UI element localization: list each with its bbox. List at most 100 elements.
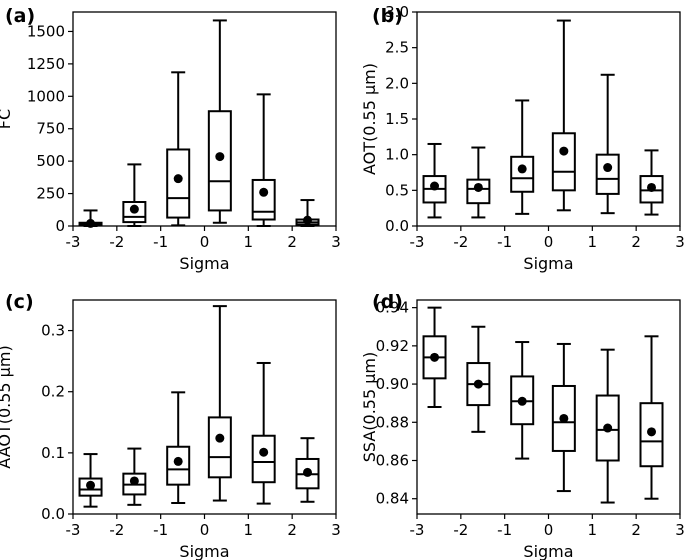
y-tick-label: 0.0 <box>385 217 409 235</box>
panel-4: (d) -3 -2 -1 0 1 2 3 0.84 0.86 0.88 0.90 0.92 0.94 Sig… <box>360 291 685 560</box>
y-axis-title: SSA(0.55 μm) <box>360 352 379 463</box>
mean-marker <box>647 182 657 192</box>
x-tick-label: 2 <box>631 233 641 251</box>
box-1 <box>422 142 447 219</box>
x-tick-label: -1 <box>497 521 512 539</box>
box-6 <box>295 199 320 227</box>
x-tick-label: 1 <box>244 521 254 539</box>
box-4 <box>207 19 232 224</box>
x-tick-label: -3 <box>410 233 425 251</box>
y-tick-label: 0.94 <box>376 299 409 317</box>
y-tick-label: 0 <box>55 217 65 235</box>
box-3 <box>166 391 191 504</box>
box-5 <box>251 93 276 227</box>
y-tick-label: 1250 <box>27 55 65 73</box>
y-tick-label: 250 <box>36 185 65 203</box>
y-tick-label: 0.88 <box>376 413 409 431</box>
mean-marker <box>603 163 613 173</box>
box-2 <box>466 325 491 433</box>
y-tick-label: 0.3 <box>41 322 65 340</box>
mean-marker <box>129 476 139 486</box>
mean-marker <box>86 218 96 228</box>
mean-marker <box>303 467 313 477</box>
y-tick-label: 1.5 <box>385 110 409 128</box>
x-tick-label: -2 <box>453 233 468 251</box>
x-tick-label: -3 <box>66 521 81 539</box>
box-3 <box>166 71 191 227</box>
y-tick-label: 0.2 <box>41 383 65 401</box>
axes-frame <box>72 11 337 227</box>
box-5 <box>595 73 620 215</box>
iqr-box <box>251 434 276 484</box>
box-6 <box>295 437 320 503</box>
x-tick-label: 3 <box>331 521 341 539</box>
box-1 <box>78 453 103 508</box>
panel-label: (a) <box>5 5 35 27</box>
iqr-box <box>510 155 535 193</box>
box-2 <box>122 163 147 227</box>
y-tick-label: 2.5 <box>385 39 409 57</box>
mean-marker <box>129 204 139 214</box>
mean-marker <box>215 152 225 162</box>
x-tick-label: -3 <box>410 521 425 539</box>
y-axis-title: AAOT(0.55 μm) <box>0 345 14 468</box>
y-tick-label: 3.0 <box>385 3 409 21</box>
x-tick-label: -2 <box>453 521 468 539</box>
x-tick-label: 2 <box>287 233 297 251</box>
iqr-box <box>166 148 191 219</box>
panel-label: (c) <box>5 291 34 313</box>
x-tick-label: -1 <box>153 233 168 251</box>
box-2 <box>466 146 491 219</box>
panel-label: (b) <box>372 5 403 27</box>
mean-marker <box>303 215 313 225</box>
mean-marker <box>173 456 183 466</box>
x-tick-label: 0 <box>200 521 210 539</box>
iqr-box <box>207 416 232 479</box>
x-axis-title: Sigma <box>523 542 573 560</box>
mean-marker <box>86 480 96 490</box>
x-tick-label: -1 <box>497 233 512 251</box>
mean-marker <box>647 427 657 437</box>
x-tick-label: 0 <box>200 233 210 251</box>
y-tick-label: 0.86 <box>376 452 409 470</box>
x-tick-label: -3 <box>66 233 81 251</box>
box-6 <box>639 335 664 500</box>
mean-marker <box>473 182 483 192</box>
box-5 <box>251 361 276 505</box>
x-tick-label: 3 <box>331 233 341 251</box>
box-5 <box>595 348 620 504</box>
y-tick-label: 750 <box>36 120 65 138</box>
panel-3: (c) -3 -2 -1 0 1 2 3 0.0 0.1 0.2 0.3 Sigma AAOT(0.55 … <box>0 291 341 560</box>
y-tick-label: 0.0 <box>41 505 65 523</box>
mean-marker <box>215 433 225 443</box>
iqr-box <box>551 132 576 192</box>
mean-marker <box>559 146 569 156</box>
x-tick-label: -1 <box>153 521 168 539</box>
x-tick-label: 2 <box>631 521 641 539</box>
iqr-box <box>595 153 620 195</box>
mean-marker <box>173 174 183 184</box>
y-tick-label: 1.0 <box>385 146 409 164</box>
panel-2: (b) -3 -2 -1 0 1 2 3 0.0 0.5 1.0 1.5 2.0 2.5 3.0 Sigma A… <box>360 3 685 273</box>
box-3 <box>510 341 535 460</box>
x-tick-label: 3 <box>675 521 685 539</box>
y-tick-label: 0.84 <box>376 490 409 508</box>
box-4 <box>551 19 576 212</box>
mean-marker <box>473 379 483 389</box>
y-tick-label: 0.1 <box>41 444 65 462</box>
x-tick-label: 2 <box>287 521 297 539</box>
panel-label: (d) <box>372 291 403 313</box>
mean-marker <box>259 187 269 197</box>
x-tick-label: -2 <box>109 521 124 539</box>
y-tick-label: 0.5 <box>385 181 409 199</box>
mean-marker <box>559 413 569 423</box>
panel-1: (a) -3 -2 -1 0 1 2 3 0 250 500 750 1000 1250 1500 Sigma… <box>0 5 341 273</box>
mean-marker <box>517 164 527 174</box>
x-axis-title: Sigma <box>179 542 229 560</box>
y-tick-label: 0.90 <box>376 375 409 393</box>
x-tick-label: 1 <box>588 233 598 251</box>
mean-marker <box>430 181 440 191</box>
box-2 <box>122 447 147 506</box>
x-tick-label: 0 <box>544 233 554 251</box>
